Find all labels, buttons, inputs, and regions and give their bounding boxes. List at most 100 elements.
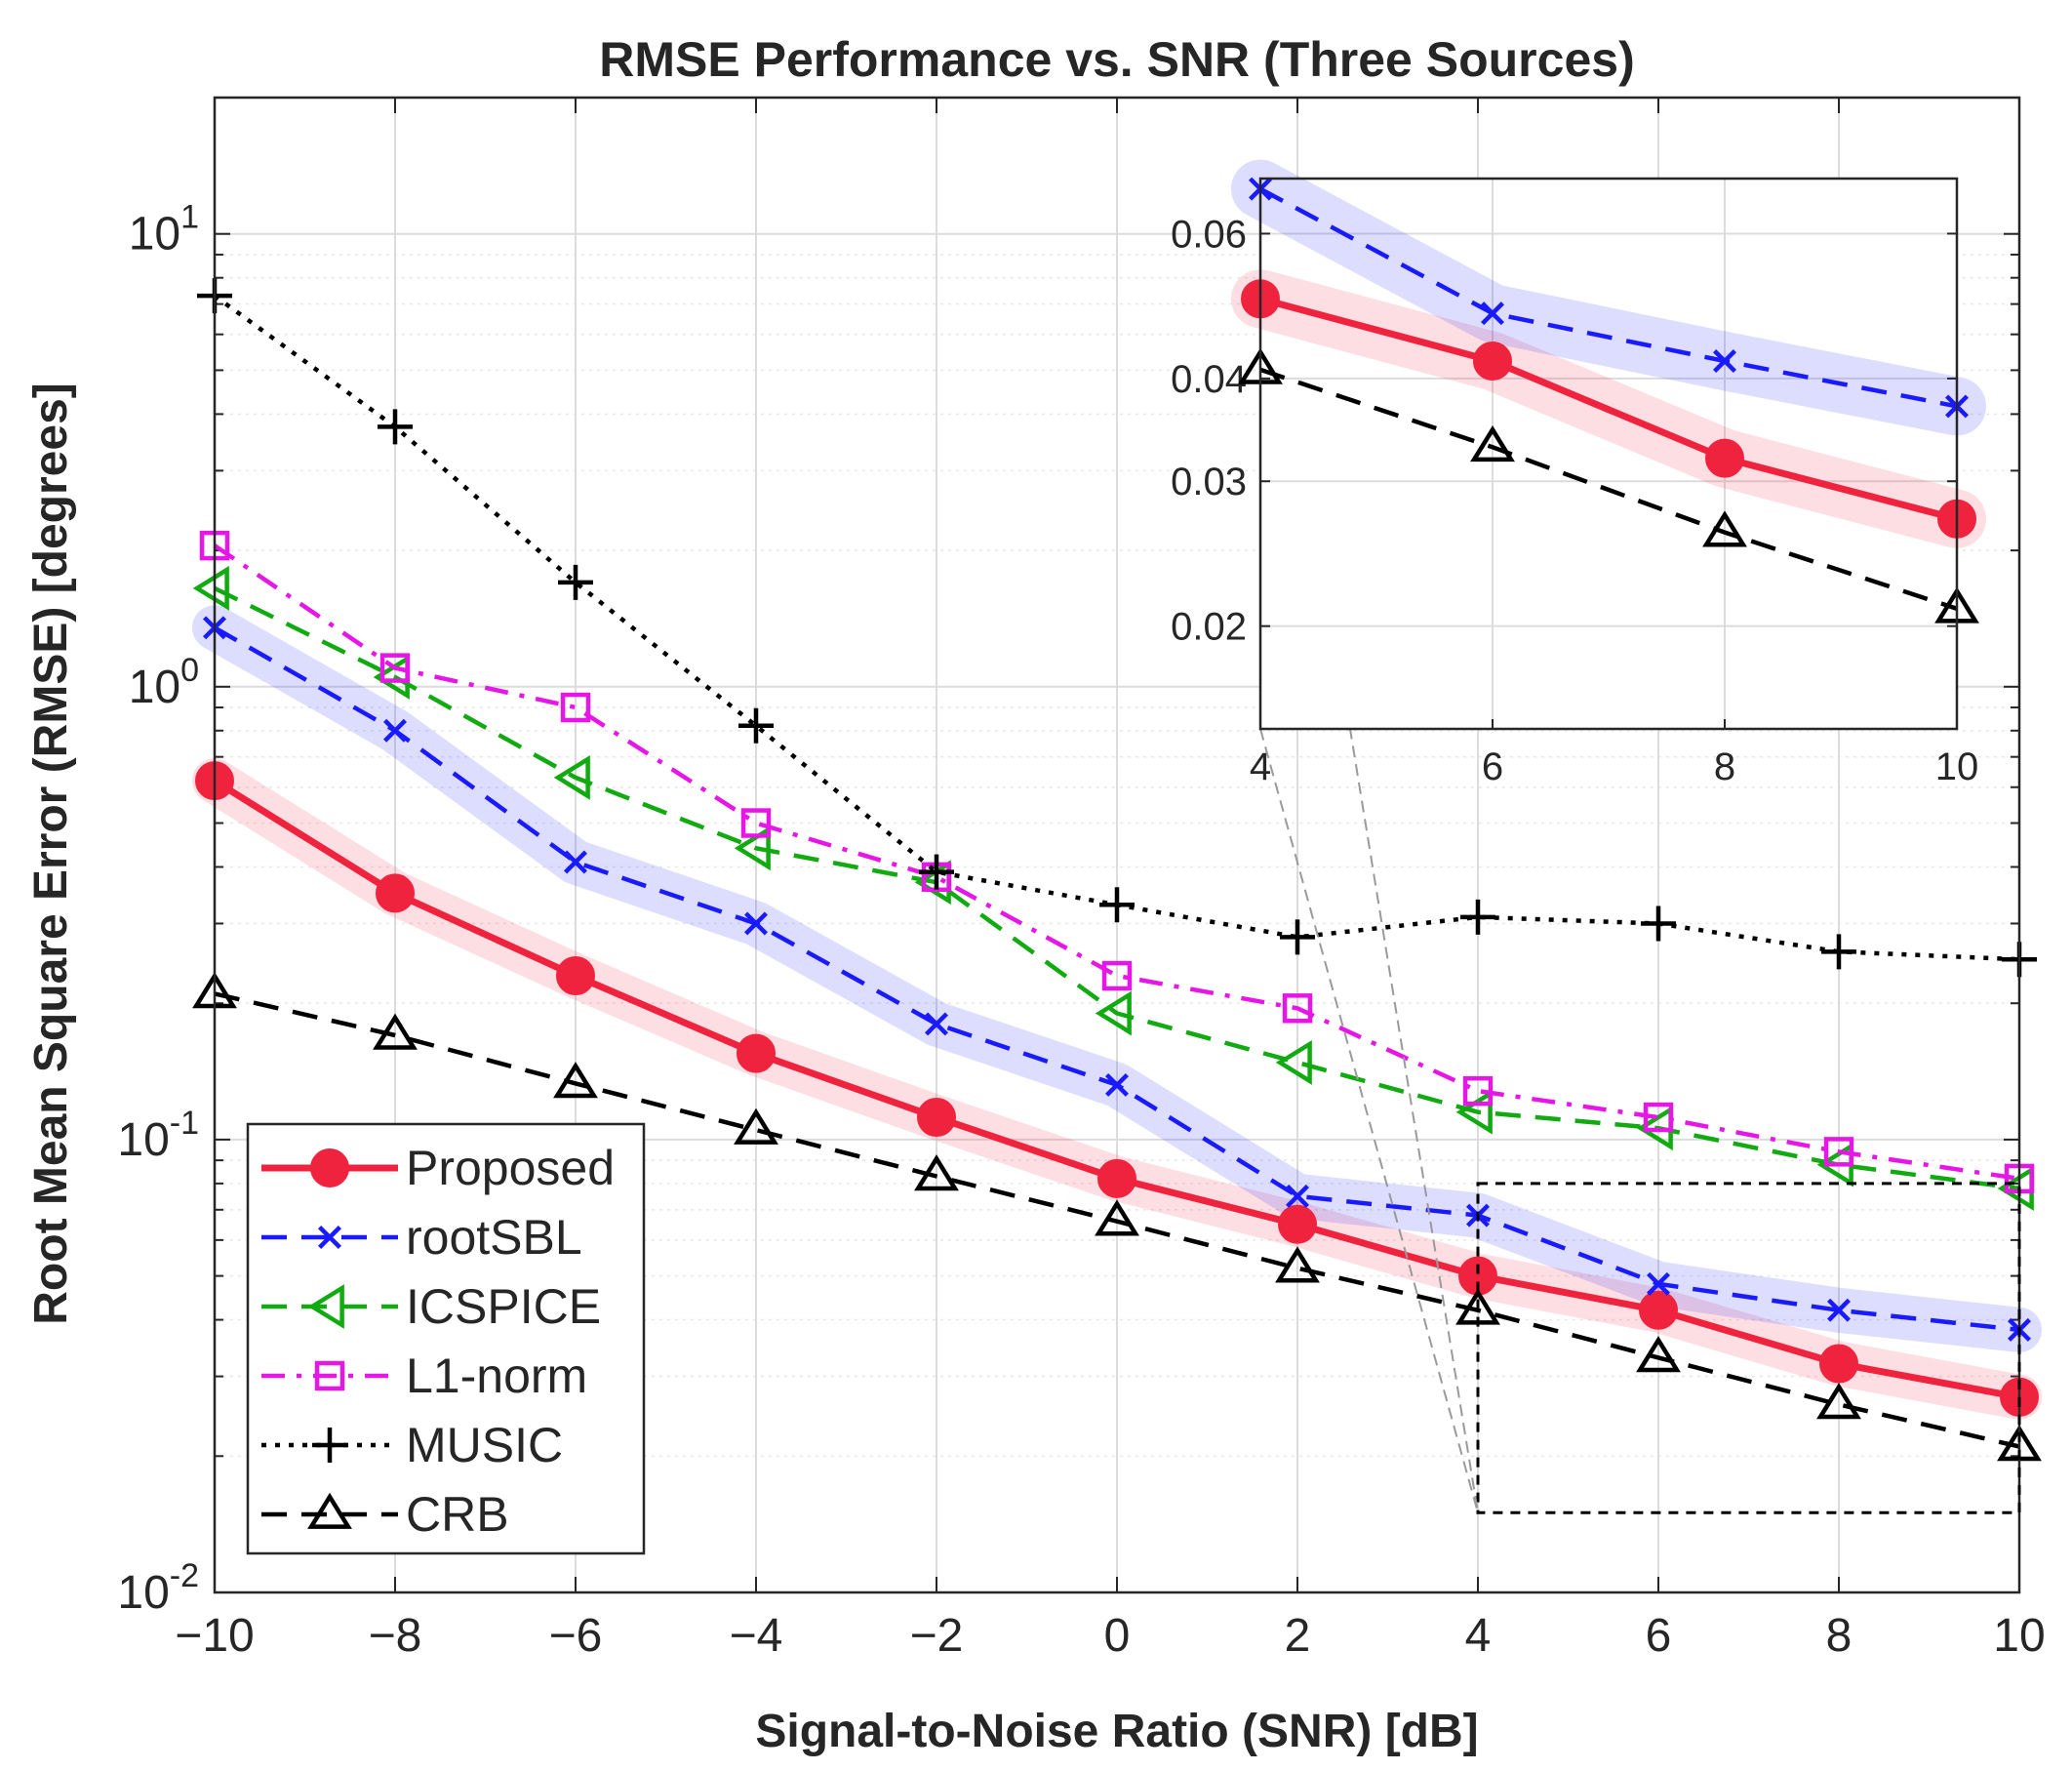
inset-y-tick-label: 0.06 bbox=[1171, 213, 1247, 256]
legend-item-l1-norm: L1-norm bbox=[261, 1348, 587, 1403]
marker-l1-norm bbox=[1101, 960, 1133, 991]
inset-x-tick-labels: 4 6 8 10 bbox=[1250, 745, 1978, 788]
marker-proposed bbox=[737, 1033, 776, 1073]
legend-item-proposed: Proposed bbox=[261, 1141, 615, 1195]
marker-l1-norm bbox=[379, 653, 411, 683]
x-tick-label: 0 bbox=[1104, 1610, 1131, 1662]
marker-music bbox=[558, 564, 593, 600]
legend-marker-rootsbl bbox=[318, 1226, 341, 1249]
chart-title: RMSE Performance vs. SNR (Three Sources) bbox=[599, 32, 1634, 87]
legend-label-l1-norm: L1-norm bbox=[406, 1348, 587, 1403]
marker-crb bbox=[1816, 1383, 1861, 1420]
inset-frame bbox=[1258, 177, 1959, 731]
inset-line-crb bbox=[1259, 367, 1958, 611]
inset-series-rootsbl bbox=[1249, 177, 1969, 419]
legend-item-rootsbl: rootSBL bbox=[261, 1210, 582, 1265]
inset-marker-rootsbl bbox=[1481, 302, 1504, 326]
y-tick-label: 10-2 bbox=[117, 1557, 199, 1619]
marker-proposed bbox=[1639, 1290, 1678, 1330]
marker-music bbox=[1460, 899, 1495, 935]
marker-l1-norm bbox=[560, 692, 591, 723]
legend-label-crb: CRB bbox=[406, 1487, 509, 1542]
marker-music bbox=[1099, 887, 1135, 923]
x-tick-label: 8 bbox=[1826, 1610, 1853, 1662]
marker-proposed bbox=[376, 873, 415, 913]
series-proposed bbox=[195, 761, 2039, 1417]
marker-l1-norm bbox=[1823, 1137, 1854, 1167]
marker-rootsbl bbox=[564, 850, 587, 874]
marker-crb bbox=[553, 1062, 598, 1099]
marker-icspice bbox=[1095, 990, 1132, 1036]
legend-label-icspice: ICSPICE bbox=[406, 1279, 601, 1334]
marker-rootsbl bbox=[1286, 1184, 1309, 1208]
x-tick-label: 2 bbox=[1285, 1610, 1311, 1662]
y-tick-labels: 10-2 10-1 100 101 bbox=[117, 199, 199, 1619]
marker-crb bbox=[734, 1107, 778, 1145]
inset-line-rootsbl bbox=[1258, 186, 1958, 409]
line-crb bbox=[214, 991, 2020, 1449]
inset-y-tick-labels: 0.02 0.03 0.04 0.06 bbox=[1171, 213, 1247, 648]
marker-l1-norm bbox=[1282, 993, 1313, 1024]
marker-music bbox=[1821, 934, 1856, 970]
line-icspice bbox=[214, 585, 2020, 1191]
y-tick-label: 10-1 bbox=[117, 1105, 199, 1166]
legend: Proposed rootSBL ICSPICE L1-norm MUSIC CRB bbox=[246, 1122, 646, 1555]
x-axis-label: Signal-to-Noise Ratio (SNR) [dB] bbox=[755, 1706, 1478, 1757]
x-tick-label: −10 bbox=[175, 1610, 254, 1662]
x-tick-label: −2 bbox=[910, 1610, 964, 1662]
marker-crb bbox=[914, 1154, 959, 1191]
zoom-box bbox=[1476, 1182, 2021, 1514]
marker-proposed bbox=[1278, 1204, 1317, 1244]
marker-proposed bbox=[556, 956, 595, 996]
inset-line-proposed bbox=[1259, 295, 1958, 523]
series-rootsbl bbox=[203, 616, 2031, 1342]
series-lines bbox=[192, 278, 2042, 1462]
inset-x-tick-label: 8 bbox=[1714, 745, 1735, 788]
marker-rootsbl bbox=[1827, 1298, 1851, 1322]
marker-rootsbl bbox=[383, 718, 407, 743]
y-tick-label: 100 bbox=[129, 652, 199, 713]
marker-music bbox=[738, 707, 774, 744]
legend-label-music: MUSIC bbox=[406, 1418, 563, 1472]
marker-rootsbl bbox=[925, 1012, 948, 1036]
legend-item-music: MUSIC bbox=[261, 1418, 563, 1472]
marker-icspice bbox=[553, 754, 590, 800]
legend-item-crb: CRB bbox=[261, 1487, 509, 1542]
marker-rootsbl bbox=[744, 911, 768, 936]
inset-x-tick-label: 10 bbox=[1935, 745, 1979, 788]
legend-marker-music bbox=[312, 1428, 347, 1463]
marker-proposed bbox=[1819, 1344, 1858, 1384]
marker-music bbox=[919, 854, 954, 890]
inset-marker-proposed bbox=[1705, 438, 1744, 478]
marker-crb bbox=[1275, 1246, 1320, 1283]
marker-l1-norm bbox=[740, 808, 772, 838]
inset-x-tick-label: 6 bbox=[1482, 745, 1503, 788]
inset-y-tick-label: 0.04 bbox=[1171, 358, 1247, 401]
marker-music bbox=[1641, 906, 1676, 942]
marker-crb bbox=[1636, 1336, 1681, 1373]
inset-plot: 0.02 0.03 0.04 0.06 4 6 8 10 bbox=[1171, 159, 1986, 788]
marker-crb bbox=[1095, 1199, 1139, 1236]
marker-l1-norm bbox=[1643, 1102, 1674, 1133]
x-tick-label: 10 bbox=[1993, 1610, 2045, 1662]
legend-label-proposed: Proposed bbox=[406, 1141, 615, 1195]
legend-marker-icspice bbox=[307, 1284, 344, 1329]
marker-icspice bbox=[1275, 1039, 1312, 1085]
marker-icspice bbox=[734, 825, 771, 871]
inset-marker-crb bbox=[1470, 425, 1515, 463]
legend-label-rootsbl: rootSBL bbox=[406, 1210, 582, 1265]
x-tick-label: −4 bbox=[730, 1610, 783, 1662]
inset-area bbox=[1260, 179, 1957, 729]
marker-music bbox=[1280, 919, 1315, 955]
legend-box bbox=[246, 1122, 646, 1555]
marker-music bbox=[378, 409, 413, 445]
marker-proposed bbox=[1097, 1158, 1136, 1198]
marker-icspice bbox=[192, 565, 229, 611]
x-tick-label: 6 bbox=[1646, 1610, 1672, 1662]
inset-y-tick-label: 0.02 bbox=[1171, 606, 1247, 649]
y-axis-label: Root Mean Square Error (RMSE) [degrees] bbox=[25, 382, 77, 1324]
x-tick-label: −6 bbox=[549, 1610, 603, 1662]
marker-rootsbl bbox=[1647, 1271, 1670, 1296]
zoom-connector bbox=[1259, 728, 1479, 1513]
